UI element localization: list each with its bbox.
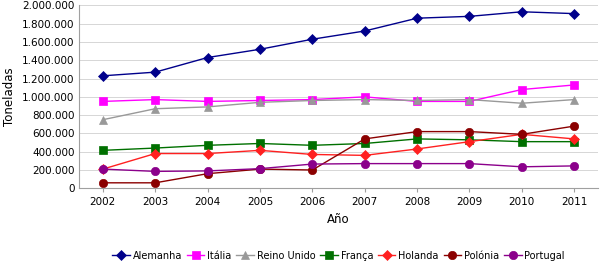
França xyxy=(204,144,211,147)
Line: França: França xyxy=(99,135,578,154)
Reino Unido xyxy=(518,102,526,105)
X-axis label: Año: Año xyxy=(327,213,350,226)
Holanda xyxy=(151,152,159,155)
Polónia xyxy=(204,172,211,175)
França xyxy=(151,146,159,150)
Itália xyxy=(309,98,316,101)
França xyxy=(518,140,526,143)
Portugal xyxy=(256,167,264,170)
Reino Unido xyxy=(466,98,473,101)
Itália xyxy=(361,95,368,98)
Y-axis label: Toneladas: Toneladas xyxy=(4,68,16,126)
Reino Unido xyxy=(99,118,107,121)
Polónia xyxy=(466,130,473,133)
Portugal xyxy=(361,162,368,165)
Alemanha xyxy=(309,38,316,41)
Alemanha xyxy=(204,56,211,59)
Reino Unido xyxy=(414,99,421,102)
Reino Unido xyxy=(151,107,159,110)
Alemanha xyxy=(256,48,264,51)
Reino Unido xyxy=(361,98,368,101)
Holanda xyxy=(466,140,473,143)
Line: Itália: Itália xyxy=(99,81,578,105)
França xyxy=(361,142,368,145)
França xyxy=(309,144,316,147)
Itália xyxy=(466,100,473,103)
Polónia xyxy=(570,125,578,128)
Alemanha xyxy=(361,29,368,33)
Reino Unido xyxy=(204,105,211,108)
Portugal xyxy=(151,170,159,173)
Holanda xyxy=(204,152,211,155)
França xyxy=(414,137,421,140)
Itália xyxy=(151,98,159,101)
Reino Unido xyxy=(256,101,264,104)
Portugal xyxy=(309,162,316,166)
Itália xyxy=(204,100,211,103)
Holanda xyxy=(256,149,264,152)
Line: Holanda: Holanda xyxy=(99,131,578,173)
Alemanha xyxy=(414,17,421,20)
Holanda xyxy=(99,168,107,171)
Portugal xyxy=(99,168,107,171)
França xyxy=(466,138,473,141)
Polónia xyxy=(309,168,316,172)
Polónia xyxy=(414,130,421,133)
Holanda xyxy=(518,133,526,136)
Holanda xyxy=(361,154,368,157)
Holanda xyxy=(414,147,421,151)
Portugal xyxy=(518,165,526,168)
Polónia xyxy=(518,133,526,136)
Polónia xyxy=(361,137,368,140)
Itália xyxy=(570,83,578,87)
Line: Portugal: Portugal xyxy=(99,160,578,176)
França xyxy=(570,140,578,143)
Portugal xyxy=(414,162,421,165)
Line: Polónia: Polónia xyxy=(99,122,578,187)
Polónia xyxy=(151,181,159,185)
Holanda xyxy=(309,153,316,156)
França xyxy=(99,149,107,152)
Legend: Alemanha, Itália, Reino Unido, França, Holanda, Polónia, Portugal: Alemanha, Itália, Reino Unido, França, H… xyxy=(108,247,569,265)
Polónia xyxy=(99,181,107,185)
Alemanha xyxy=(151,70,159,74)
Alemanha xyxy=(570,12,578,15)
Line: Reino Unido: Reino Unido xyxy=(99,95,578,124)
Reino Unido xyxy=(309,99,316,102)
Alemanha xyxy=(466,15,473,18)
Itália xyxy=(414,100,421,103)
Polónia xyxy=(256,168,264,171)
França xyxy=(256,142,264,145)
Itália xyxy=(99,100,107,103)
Itália xyxy=(518,88,526,91)
Portugal xyxy=(570,164,578,168)
Reino Unido xyxy=(570,98,578,101)
Itália xyxy=(256,99,264,102)
Line: Alemanha: Alemanha xyxy=(99,8,578,79)
Portugal xyxy=(466,162,473,165)
Alemanha xyxy=(518,10,526,13)
Portugal xyxy=(204,169,211,172)
Holanda xyxy=(570,137,578,140)
Alemanha xyxy=(99,74,107,77)
